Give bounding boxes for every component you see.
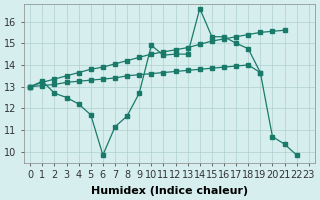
X-axis label: Humidex (Indice chaleur): Humidex (Indice chaleur) (91, 186, 248, 196)
